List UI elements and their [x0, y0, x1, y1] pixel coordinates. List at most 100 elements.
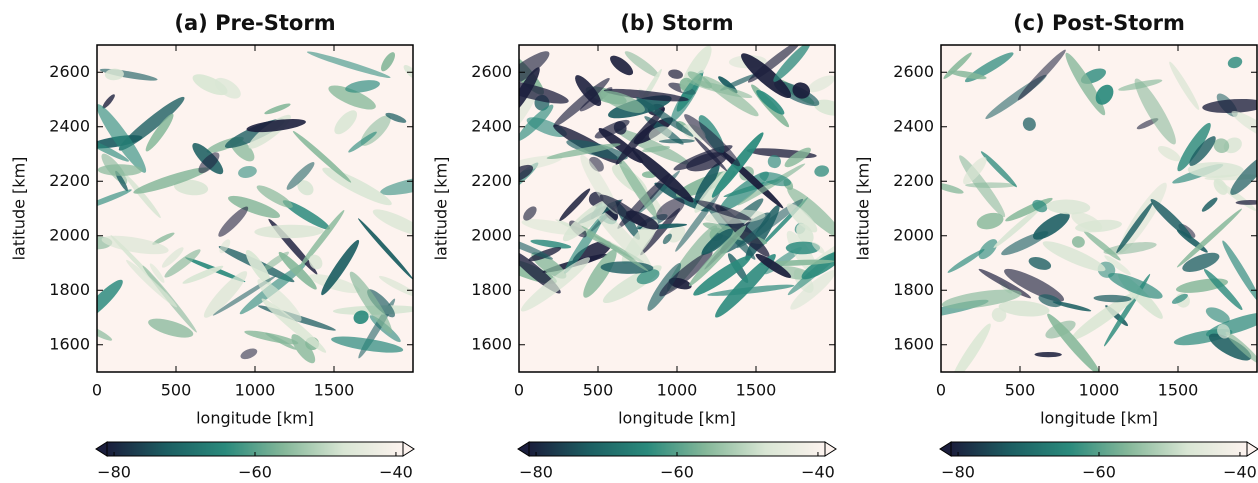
filament	[124, 173, 161, 219]
filament	[101, 235, 169, 255]
filament	[947, 249, 985, 273]
filament	[1001, 231, 1049, 256]
filament	[1177, 122, 1211, 172]
filament	[741, 53, 792, 99]
filament	[282, 200, 330, 230]
filament	[546, 143, 621, 159]
filament	[291, 334, 316, 364]
filament	[372, 209, 413, 236]
field	[519, 45, 835, 318]
filament	[523, 206, 537, 221]
filament	[145, 113, 174, 152]
filament	[519, 86, 539, 137]
filament	[1203, 268, 1243, 310]
filament	[617, 156, 658, 218]
filament	[701, 228, 734, 255]
filament	[648, 126, 672, 142]
filament	[784, 147, 811, 168]
filament	[256, 185, 293, 208]
filament	[575, 75, 602, 106]
x-axis-label: longitude [km]	[618, 409, 736, 428]
filament	[257, 278, 302, 322]
filament	[707, 284, 795, 296]
filament	[1213, 138, 1230, 153]
filament	[322, 167, 392, 206]
colorbar-tick-label: −80	[519, 463, 553, 482]
filament	[254, 224, 324, 239]
title: (c) Post-Storm	[1013, 11, 1185, 35]
filament	[1095, 84, 1114, 105]
filament	[688, 225, 747, 287]
filament	[1022, 117, 1036, 131]
filament	[1028, 257, 1052, 270]
filament	[814, 165, 830, 177]
y-tick-label: 1600	[471, 334, 512, 353]
filament	[334, 110, 358, 135]
y-tick-label: 2000	[893, 225, 934, 244]
filament	[292, 131, 352, 183]
filament	[1205, 307, 1230, 323]
filament	[331, 336, 404, 353]
colorbar-extend-high	[1246, 441, 1258, 457]
filament	[631, 147, 694, 203]
filament	[562, 200, 609, 242]
filament	[786, 203, 818, 233]
filament	[801, 250, 835, 280]
filament	[723, 179, 781, 198]
filament	[1093, 294, 1132, 303]
filament	[245, 250, 271, 285]
x-tick-label: 1000	[235, 381, 276, 400]
filament	[348, 131, 377, 153]
x-axis-label: longitude [km]	[1040, 409, 1158, 428]
filament	[381, 52, 395, 72]
filament	[610, 55, 634, 76]
filament	[736, 198, 804, 249]
colorbar-tick-label: −60	[1082, 463, 1116, 482]
colorbar-tick-label: −40	[1223, 463, 1257, 482]
filament	[385, 112, 407, 123]
filament	[520, 257, 591, 312]
y-tick-label: 2600	[49, 62, 90, 81]
filament	[1046, 199, 1091, 215]
filament	[265, 332, 297, 350]
colorbar-tick-label: −60	[660, 463, 694, 482]
filament	[600, 90, 645, 113]
filament	[978, 239, 998, 260]
y-tick-label: 2600	[893, 62, 934, 81]
filament	[564, 215, 604, 274]
filament	[636, 97, 694, 137]
filament	[737, 163, 806, 206]
filament	[219, 239, 231, 254]
filament	[97, 136, 130, 162]
filament	[286, 162, 315, 190]
filament	[773, 45, 811, 82]
filament	[1047, 313, 1100, 372]
filament	[353, 310, 369, 325]
filament	[951, 323, 991, 372]
colorbar-tick-label: −80	[941, 463, 975, 482]
filament	[261, 298, 327, 353]
y-tick-label: 2600	[471, 62, 512, 81]
y-axis-label: latitude [km]	[432, 157, 451, 261]
colorbar-extend-low	[95, 441, 108, 457]
filament	[1065, 52, 1106, 116]
filament	[519, 51, 550, 91]
filament	[1116, 202, 1153, 254]
filament	[1202, 98, 1257, 113]
filament	[1032, 199, 1048, 213]
field	[941, 49, 1257, 372]
filament	[1071, 236, 1085, 248]
filament	[694, 163, 720, 205]
filament	[1225, 331, 1257, 364]
filament	[321, 239, 360, 296]
x-axis-label: longitude [km]	[196, 409, 314, 428]
filament	[149, 263, 165, 283]
colorbar-extend-low	[939, 441, 952, 457]
filament	[640, 208, 681, 256]
filament	[991, 307, 1007, 323]
x-tick-label: 500	[583, 381, 614, 400]
filament	[756, 90, 785, 115]
filament	[599, 194, 648, 227]
filament	[97, 189, 132, 210]
